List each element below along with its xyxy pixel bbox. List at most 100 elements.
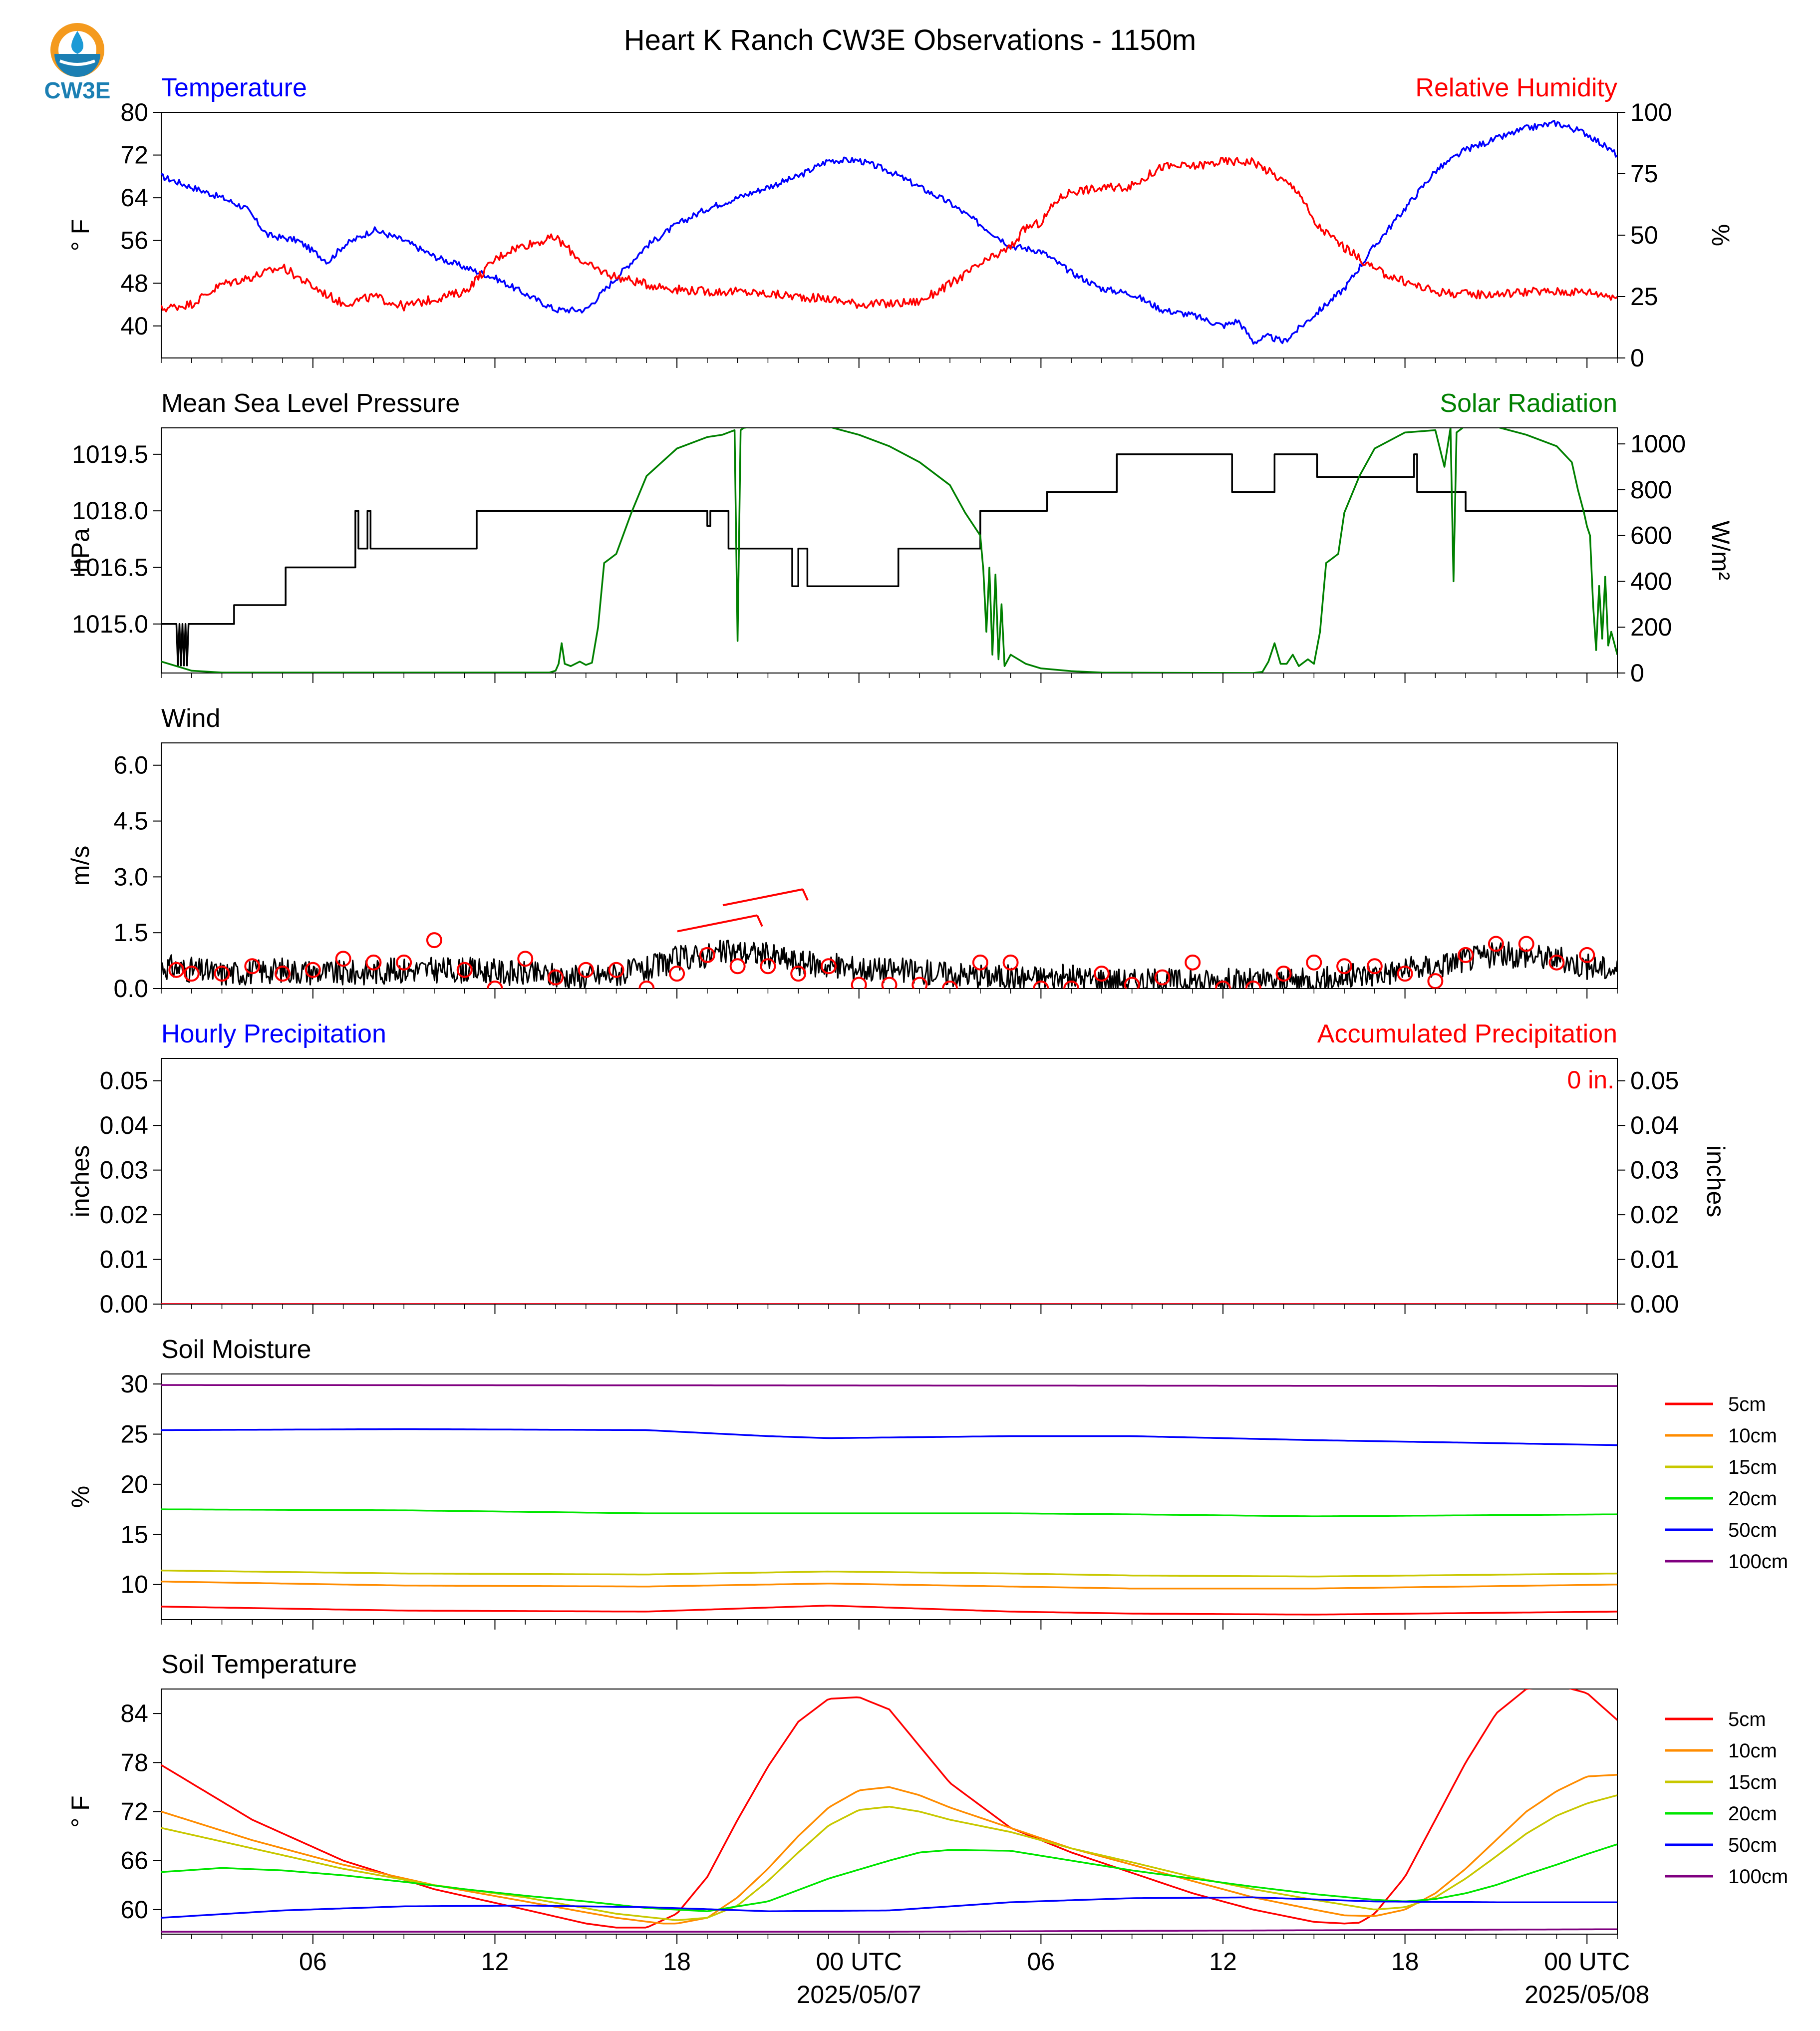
y-axis-label-temp-rh: ° F [66,219,94,251]
gust-marker [426,932,442,949]
series-temp-rh-relative-humidity [161,157,1617,313]
gust-marker [638,981,655,989]
gust-marker [456,962,473,978]
panel-title-pressure-solar: Mean Sea Level Pressure [161,389,460,418]
gust-marker [1063,981,1080,989]
y-tick-label-precip: 0.00 [100,1290,148,1318]
y-axis-label-soil-moisture: % [66,1486,94,1508]
wind-barb [677,914,758,933]
y2-tick-label-temp-rh: 100 [1630,98,1672,126]
gust-marker [1033,981,1049,989]
legend-soil-moisture: 5cm 10cm 15cm 20cm 50cm 100cm [1665,1393,1788,1573]
gust-marker [365,954,382,971]
legend-label: 20cm [1728,1488,1777,1510]
gust-marker [168,962,185,978]
y-axis-label-soil-temperature: ° F [66,1795,94,1827]
gust-marker [304,962,321,978]
wind-barb-flag [756,915,763,927]
y-tick-label-wind: 3.0 [113,863,148,891]
gust-marker [1579,947,1595,963]
y-tick-label-soil-temperature: 78 [120,1748,148,1776]
y2-tick-label-temp-rh: 50 [1630,221,1658,249]
gust-marker [1458,947,1474,963]
panel-temp-rh: Temperature Relative Humidity 40 48 56 64 72 80… [66,73,1735,372]
y2-tick-label-pressure-solar: 800 [1630,476,1672,504]
y-tick-label-soil-moisture: 25 [120,1420,148,1448]
series-soil-moisture-10cm [161,1580,1617,1590]
series-pressure-solar-mean-sea-level-pressure [161,453,1617,667]
series-wind-wind-speed [161,940,1617,989]
gust-marker [1245,981,1261,989]
series-soil-moisture-20cm [161,1508,1617,1517]
y-axis-label-precip: inches [66,1145,94,1218]
plot-area-soil-moisture [161,1384,1617,1616]
panel-soil-temperature: Soil Temperature 60 66 72 78 84 ° F 06 12 18 00 UT… [66,1650,1788,2009]
gust-marker [790,966,807,982]
series-soil-temperature-20cm [161,1843,1617,1912]
y-tick-label-temp-rh: 80 [120,98,148,126]
y-tick-label-precip: 0.05 [100,1067,148,1095]
gust-marker [214,966,230,982]
y2-tick-label-pressure-solar: 200 [1630,613,1672,641]
panel-right-title-pressure-solar: Solar Radiation [1440,389,1617,418]
panel-title-soil-temperature: Soil Temperature [161,1650,357,1679]
y-tick-label-soil-temperature: 72 [120,1798,148,1826]
gust-marker [1397,966,1413,982]
gust-marker [1548,954,1565,971]
legend-label: 5cm [1728,1393,1766,1415]
panel-soil-moisture: Soil Moisture1015202530%5cm10cm15cm20cm5… [66,1335,1788,1630]
panel-title-temp-rh: Temperature [161,73,307,102]
series-soil-moisture-5cm [161,1605,1617,1616]
gust-marker [548,969,564,986]
y2-tick-label-precip: 0.05 [1630,1067,1679,1095]
gust-marker [578,962,594,978]
y-tick-label-soil-temperature: 66 [120,1847,148,1875]
y-tick-label-wind: 0.0 [113,975,148,1003]
series-soil-temperature-100cm [161,1928,1617,1933]
y2-tick-label-precip: 0.03 [1630,1156,1679,1184]
x-tick-label: 00 UTC [1544,1948,1630,1976]
y-tick-label-wind: 4.5 [113,807,148,835]
gust-marker [1154,969,1171,986]
legend-label: 50cm [1728,1519,1777,1541]
gust-marker [275,966,291,982]
x-tick-label: 18 [1391,1948,1419,1976]
legend-label: 100cm [1728,1866,1788,1888]
panel-wind: Wind 0.0 1.5 3.0 4.5 6.0 m/s [66,704,1618,1003]
x-tick-label: 18 [663,1948,691,1976]
gust-marker [699,947,715,963]
panel-pressure-solar: Mean Sea Level Pressure Solar Radiation 10… [66,389,1735,687]
y2-tick-label-temp-rh: 75 [1630,160,1658,188]
gust-marker [244,958,261,975]
y2-tick-label-pressure-solar: 600 [1630,522,1672,550]
plot-area-temp-rh [161,120,1617,345]
y-tick-label-soil-moisture: 20 [120,1470,148,1498]
legend-label: 20cm [1728,1803,1777,1825]
x-date-label: 2025/05/08 [1524,1981,1649,2009]
y2-tick-label-temp-rh: 0 [1630,344,1644,372]
wind-barb-flag [802,889,809,901]
series-soil-temperature-50cm [161,1896,1617,1919]
legend-soil-temperature: 5cm 10cm 15cm 20cm 50cm 100cm [1665,1708,1788,1888]
y-axis-label-pressure-solar: hPa [66,528,94,573]
plot-area-soil-temperature [161,1689,1617,1933]
gust-marker [1336,958,1353,975]
x-tick-label: 12 [1209,1948,1237,1976]
y-tick-label-pressure-solar: 1016.5 [72,553,148,581]
panel-title-precip: Hourly Precipitation [161,1019,386,1048]
y-tick-label-pressure-solar: 1015.0 [72,610,148,638]
gust-marker [729,958,746,975]
x-tick-label: 06 [1027,1948,1055,1976]
x-tick-label: 00 UTC [816,1948,902,1976]
gust-marker [396,954,412,971]
legend-label: 100cm [1728,1551,1788,1573]
y-tick-label-soil-temperature: 84 [120,1699,148,1727]
y2-axis-label-temp-rh: % [1707,224,1735,246]
wind-barb [722,888,803,907]
gust-marker [608,962,624,978]
y2-tick-label-precip: 0.02 [1630,1201,1679,1229]
series-soil-moisture-15cm [161,1569,1617,1578]
cw3e-logo-icon [50,23,104,77]
